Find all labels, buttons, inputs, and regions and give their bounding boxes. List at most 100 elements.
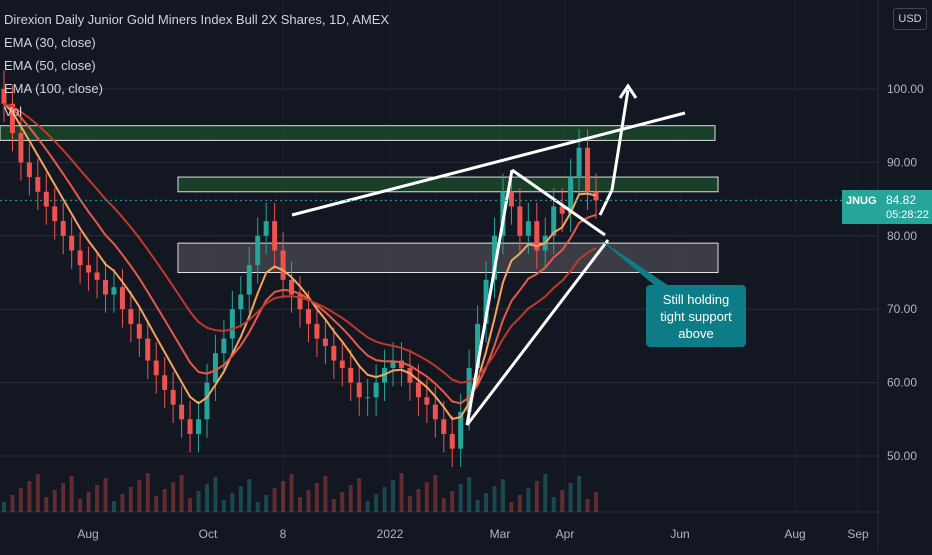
ema30-line bbox=[3, 102, 597, 421]
volume-bar bbox=[162, 489, 167, 512]
legend-ema50[interactable]: EMA (50, close) bbox=[4, 58, 96, 73]
volume-bar bbox=[298, 497, 302, 512]
legend-ema100[interactable]: EMA (100, close) bbox=[4, 81, 103, 96]
volume-bar bbox=[450, 491, 455, 512]
volume-bar bbox=[255, 502, 260, 512]
projection-leg-2 bbox=[610, 89, 630, 191]
volume-bar bbox=[306, 490, 311, 512]
volume-bar bbox=[95, 485, 100, 512]
last-price: 84.82 bbox=[886, 193, 917, 207]
y-tick-label: 90.00 bbox=[887, 155, 917, 169]
volume-bar bbox=[52, 490, 57, 512]
volume-bar bbox=[120, 494, 125, 512]
candle-body bbox=[238, 294, 244, 310]
volume-bar bbox=[382, 487, 387, 512]
volume-bar bbox=[18, 488, 23, 512]
candle-body bbox=[356, 382, 362, 398]
legend-ema30[interactable]: EMA (30, close) bbox=[4, 35, 96, 50]
currency-button[interactable]: USD bbox=[893, 8, 927, 30]
volume-bar bbox=[331, 499, 336, 512]
zone-rect-support bbox=[177, 242, 719, 273]
volume-bar bbox=[407, 496, 412, 512]
candle-body bbox=[568, 177, 574, 214]
annotation-callout[interactable]: Still holding tight support above bbox=[646, 285, 746, 347]
volume-bar bbox=[128, 487, 133, 512]
candle-body bbox=[322, 338, 328, 346]
volume-bar bbox=[179, 475, 184, 512]
volume-bar bbox=[568, 483, 573, 512]
candle-body bbox=[35, 177, 41, 192]
bar-countdown: 05:28:22 bbox=[886, 209, 929, 221]
y-tick-label: 70.00 bbox=[887, 302, 917, 316]
candle-body bbox=[585, 147, 591, 192]
volume-bar bbox=[594, 492, 598, 512]
volume-bar bbox=[458, 484, 463, 512]
candle-body bbox=[466, 367, 472, 412]
projection-arrow-head bbox=[618, 83, 638, 99]
pattern-leg-down bbox=[511, 168, 606, 237]
volume-bar bbox=[78, 499, 83, 512]
volume-bar bbox=[399, 473, 404, 512]
candle-body bbox=[1, 89, 7, 104]
volume-bar bbox=[467, 477, 472, 512]
volume-bar bbox=[433, 475, 438, 512]
volume-bar bbox=[264, 495, 269, 512]
y-tick-label: 50.00 bbox=[887, 449, 917, 463]
candle-body bbox=[339, 360, 345, 368]
candle-body bbox=[525, 221, 531, 236]
candle-body bbox=[305, 309, 311, 324]
candle-body bbox=[551, 206, 557, 236]
candle-body bbox=[43, 191, 49, 207]
volume-bar bbox=[348, 485, 353, 512]
volume-bar bbox=[2, 502, 6, 512]
candle-body bbox=[196, 419, 202, 434]
candle-body bbox=[593, 191, 599, 201]
candle-body bbox=[424, 397, 430, 405]
candle-body bbox=[204, 382, 210, 420]
volume-bar bbox=[314, 483, 319, 512]
volume-bar bbox=[484, 493, 489, 512]
candle-body bbox=[60, 221, 66, 236]
x-tick-label: Jun bbox=[670, 527, 689, 541]
x-tick-label: 2022 bbox=[377, 527, 404, 541]
candle-body bbox=[559, 206, 565, 214]
volume-bar bbox=[188, 498, 193, 512]
candle-body bbox=[69, 235, 75, 251]
volume-bar bbox=[526, 488, 531, 512]
x-tick-label: Oct bbox=[199, 527, 218, 541]
volume-bar bbox=[492, 486, 497, 512]
candle-body bbox=[162, 375, 168, 390]
candle-body bbox=[229, 309, 235, 339]
volume-bar bbox=[289, 474, 294, 512]
volume-bar bbox=[111, 501, 116, 512]
volume-bar bbox=[551, 497, 556, 512]
volume-bar bbox=[44, 497, 49, 512]
volume-bar bbox=[272, 488, 277, 512]
candle-body bbox=[86, 265, 92, 273]
volume-bar bbox=[171, 482, 176, 512]
volume-bar bbox=[35, 474, 40, 512]
ema50-line bbox=[3, 102, 597, 405]
legend-volume[interactable]: Vol bbox=[4, 104, 23, 119]
candle-body bbox=[534, 221, 540, 251]
volume-bar bbox=[509, 502, 514, 512]
candle-body bbox=[263, 221, 269, 236]
candle-body bbox=[441, 419, 447, 434]
volume-bar bbox=[365, 501, 370, 512]
chart-title[interactable]: Direxion Daily Junior Gold Miners Index … bbox=[4, 12, 390, 27]
volume-bar bbox=[238, 486, 243, 512]
volume-bar bbox=[517, 495, 522, 512]
candle-body bbox=[170, 389, 176, 405]
candle-body bbox=[52, 206, 58, 222]
candle-body bbox=[517, 206, 523, 236]
volume-bar bbox=[357, 478, 362, 512]
candle-body bbox=[221, 338, 227, 354]
candle-body bbox=[111, 287, 117, 295]
volume-bar bbox=[560, 490, 565, 512]
volume-bar bbox=[154, 496, 159, 512]
candle-body bbox=[102, 279, 108, 295]
y-tick-label: 100.00 bbox=[887, 82, 924, 96]
ema100-line bbox=[3, 102, 597, 384]
